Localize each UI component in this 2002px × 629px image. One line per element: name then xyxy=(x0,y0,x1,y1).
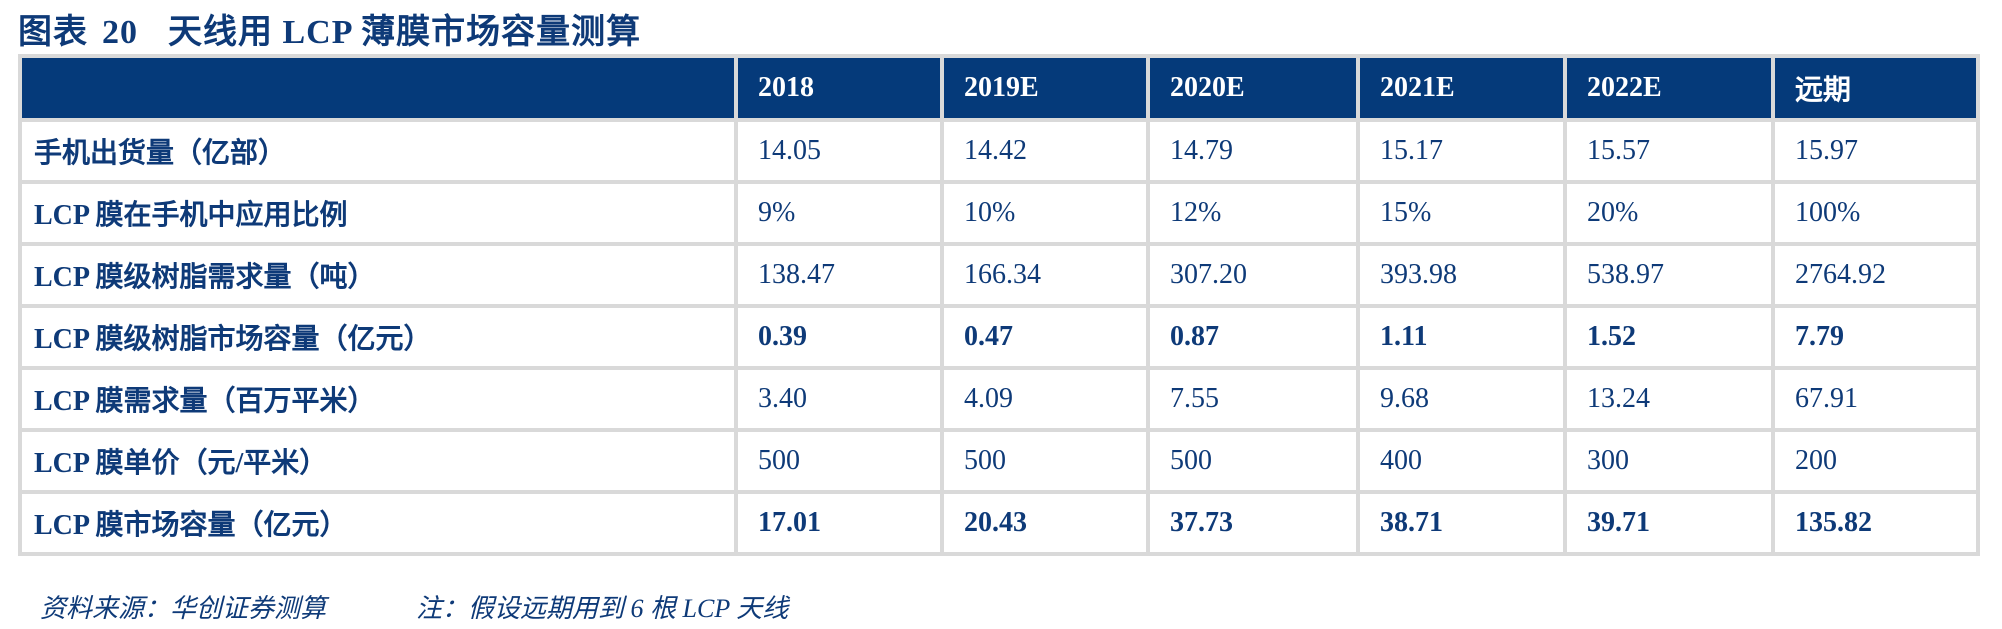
table-cell: 7.55 xyxy=(1146,366,1360,432)
table-cell: 500 xyxy=(940,428,1150,494)
table-row: LCP 膜市场容量（亿元） 17.01 20.43 37.73 38.71 39.71 13… xyxy=(18,490,1980,556)
footer: 资料来源：华创证券测算 注：假设远期用到 6 根 LCP 天线 xyxy=(40,588,788,625)
figure-title: 图表 20 天线用 LCP 薄膜市场容量测算 xyxy=(18,4,641,53)
header-cell: 2020E xyxy=(1146,54,1360,122)
header-cell: 2019E xyxy=(940,54,1150,122)
table-cell: 10% xyxy=(940,180,1150,246)
table-cell: 12% xyxy=(1146,180,1360,246)
table-cell: 15.97 xyxy=(1771,118,1980,184)
table-row: LCP 膜级树脂需求量（吨） 138.47 166.34 307.20 393.98 53… xyxy=(18,242,1980,308)
table-cell: 3.40 xyxy=(734,366,944,432)
table-header-row: 2018 2019E 2020E 2021E 2022E 远期 xyxy=(18,54,1980,122)
figure-number: 20 xyxy=(102,14,138,51)
row-label: 手机出货量（亿部） xyxy=(18,118,738,184)
table-cell: 15.57 xyxy=(1563,118,1775,184)
table-cell: 7.79 xyxy=(1771,304,1980,370)
row-label: LCP 膜级树脂市场容量（亿元） xyxy=(18,304,738,370)
table-cell: 14.05 xyxy=(734,118,944,184)
header-cell-empty xyxy=(18,54,738,122)
table-cell: 1.11 xyxy=(1356,304,1567,370)
table-cell: 400 xyxy=(1356,428,1567,494)
row-label: LCP 膜市场容量（亿元） xyxy=(18,490,738,556)
table-cell: 300 xyxy=(1563,428,1775,494)
table-cell: 100% xyxy=(1771,180,1980,246)
header-cell: 2018 xyxy=(734,54,944,122)
table-row: LCP 膜单价（元/平米） 500 500 500 400 300 200 xyxy=(18,428,1980,494)
row-label: LCP 膜在手机中应用比例 xyxy=(18,180,738,246)
table-cell: 14.42 xyxy=(940,118,1150,184)
table-cell: 15.17 xyxy=(1356,118,1567,184)
table-cell: 0.47 xyxy=(940,304,1150,370)
table-row: LCP 膜级树脂市场容量（亿元） 0.39 0.47 0.87 1.11 1.52 7.79 xyxy=(18,304,1980,370)
table-cell: 0.39 xyxy=(734,304,944,370)
table-cell: 15% xyxy=(1356,180,1567,246)
table-row: 手机出货量（亿部） 14.05 14.42 14.79 15.17 15.57 15.97 xyxy=(18,118,1980,184)
table-cell: 0.87 xyxy=(1146,304,1360,370)
table-cell: 38.71 xyxy=(1356,490,1567,556)
table-cell: 538.97 xyxy=(1563,242,1775,308)
table-cell: 20.43 xyxy=(940,490,1150,556)
table-row: LCP 膜需求量（百万平米） 3.40 4.09 7.55 9.68 13.24 67.91 xyxy=(18,366,1980,432)
row-label: LCP 膜需求量（百万平米） xyxy=(18,366,738,432)
table-cell: 14.79 xyxy=(1146,118,1360,184)
table-cell: 9.68 xyxy=(1356,366,1567,432)
table-cell: 500 xyxy=(1146,428,1360,494)
table-cell: 307.20 xyxy=(1146,242,1360,308)
table-cell: 13.24 xyxy=(1563,366,1775,432)
table-cell: 393.98 xyxy=(1356,242,1567,308)
table-cell: 20% xyxy=(1563,180,1775,246)
assumption-note: 注：假设远期用到 6 根 LCP 天线 xyxy=(416,594,789,623)
table-cell: 135.82 xyxy=(1771,490,1980,556)
source-note: 资料来源：华创证券测算 xyxy=(40,594,327,623)
table-row: LCP 膜在手机中应用比例 9% 10% 12% 15% 20% 100% xyxy=(18,180,1980,246)
header-cell: 远期 xyxy=(1771,54,1980,122)
figure-title-text: 天线用 LCP 薄膜市场容量测算 xyxy=(168,14,642,51)
table-cell: 37.73 xyxy=(1146,490,1360,556)
table-cell: 200 xyxy=(1771,428,1980,494)
table-cell: 166.34 xyxy=(940,242,1150,308)
header-cell: 2021E xyxy=(1356,54,1567,122)
data-table: 2018 2019E 2020E 2021E 2022E 远期 手机出货量（亿部） 14.0… xyxy=(18,54,1980,556)
table-cell: 1.52 xyxy=(1563,304,1775,370)
figure-prefix: 图表 xyxy=(18,14,88,51)
table-cell: 67.91 xyxy=(1771,366,1980,432)
table-cell: 39.71 xyxy=(1563,490,1775,556)
table-cell: 500 xyxy=(734,428,944,494)
row-label: LCP 膜单价（元/平米） xyxy=(18,428,738,494)
table-cell: 17.01 xyxy=(734,490,944,556)
table-cell: 138.47 xyxy=(734,242,944,308)
row-label: LCP 膜级树脂需求量（吨） xyxy=(18,242,738,308)
table-cell: 9% xyxy=(734,180,944,246)
table-cell: 4.09 xyxy=(940,366,1150,432)
header-cell: 2022E xyxy=(1563,54,1775,122)
table-cell: 2764.92 xyxy=(1771,242,1980,308)
